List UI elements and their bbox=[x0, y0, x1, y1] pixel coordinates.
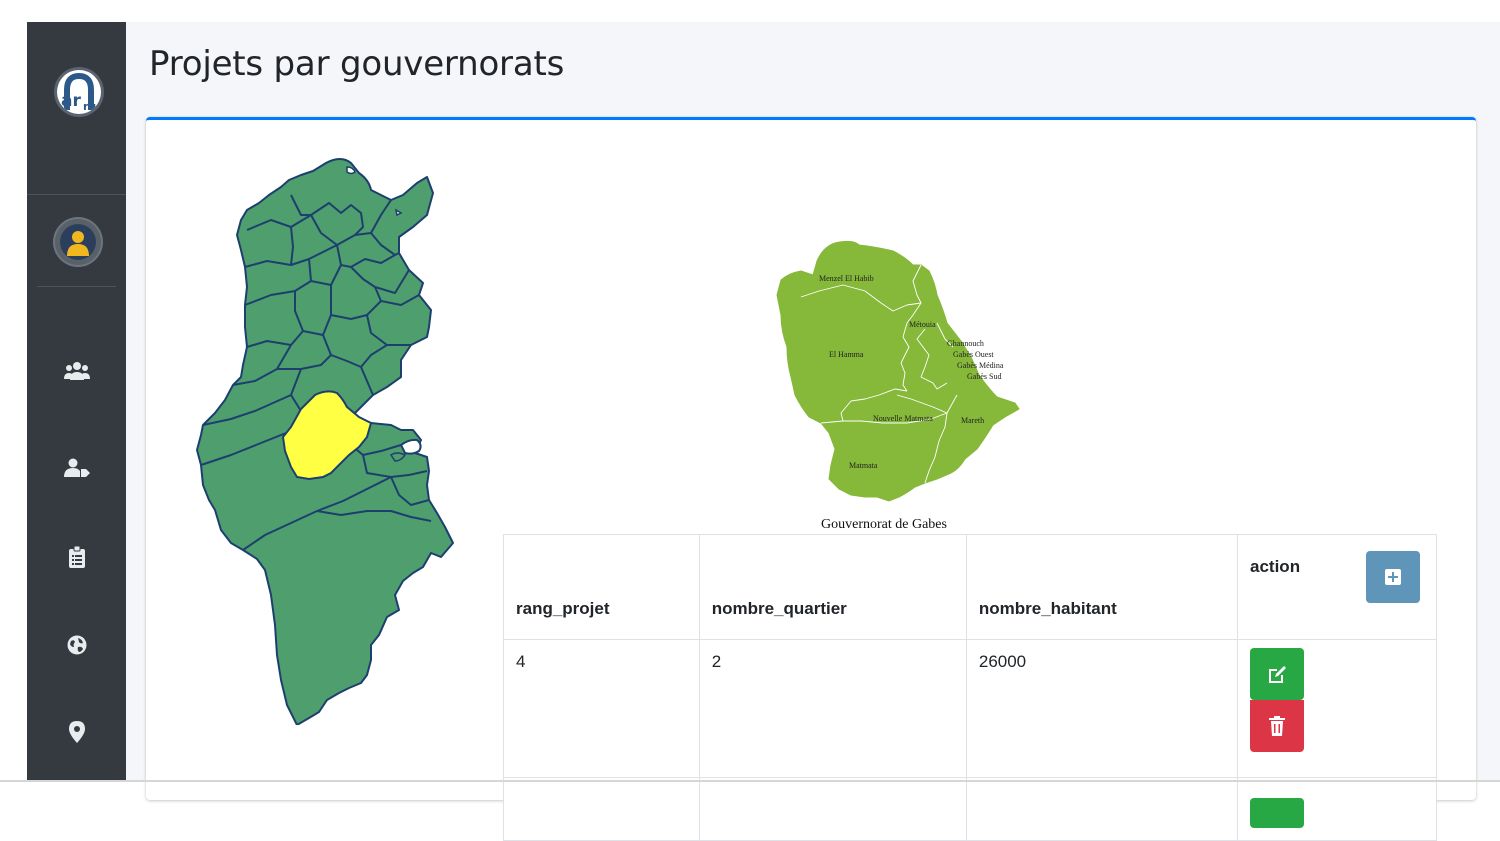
svg-text:ru: ru bbox=[83, 100, 96, 113]
sidebar-divider bbox=[37, 286, 116, 287]
action-header-label: action bbox=[1250, 557, 1301, 576]
table-row bbox=[503, 777, 1437, 841]
column-header-nombre-quartier: nombre_quartier bbox=[698, 534, 967, 640]
window-bottom-border bbox=[0, 780, 1500, 782]
gabes-map[interactable]: Menzel El Habib Métouia Ghannouch Gabès … bbox=[761, 235, 1021, 505]
delegation-label: El Hamma bbox=[829, 350, 864, 359]
delegation-label: Métouia bbox=[909, 320, 936, 329]
sidebar: ar ru bbox=[27, 22, 126, 780]
page-title: Projets par gouvernorats bbox=[149, 44, 565, 84]
cell-rang-projet: 4 bbox=[503, 639, 700, 778]
map-caption: Gouvernorat de Gabes bbox=[821, 517, 947, 532]
edit-icon bbox=[1269, 666, 1287, 683]
globe-icon[interactable] bbox=[64, 632, 90, 658]
delete-button[interactable] bbox=[1250, 700, 1305, 752]
clipboard-list-icon[interactable] bbox=[64, 544, 90, 570]
sidebar-divider bbox=[27, 194, 126, 195]
map-card: Menzel El Habib Métouia Ghannouch Gabès … bbox=[146, 117, 1476, 841]
users-icon[interactable] bbox=[64, 358, 90, 384]
main-content: Projets par gouvernorats bbox=[126, 22, 1500, 841]
top-strip bbox=[0, 0, 1500, 22]
delegation-label: Gabès Sud bbox=[967, 372, 1001, 381]
delegation-label: Gabès Ouest bbox=[953, 350, 994, 359]
column-header-nombre-habitant: nombre_habitant bbox=[965, 534, 1239, 640]
delegation-label: Ghannouch bbox=[947, 339, 984, 348]
trash-icon bbox=[1269, 716, 1286, 736]
table-row: 4 2 26000 bbox=[503, 639, 1437, 778]
column-header-action: action bbox=[1237, 534, 1437, 640]
plus-square-icon bbox=[1385, 569, 1401, 585]
delegation-label: Nouvelle Matmata bbox=[873, 414, 933, 423]
add-button[interactable] bbox=[1366, 551, 1420, 603]
delegation-label: Matmata bbox=[849, 461, 878, 470]
map-marker-icon[interactable] bbox=[64, 719, 90, 745]
brand-logo[interactable]: ar ru bbox=[54, 67, 104, 117]
user-tag-icon[interactable] bbox=[64, 455, 90, 481]
cell-nombre-quartier: 2 bbox=[698, 639, 967, 778]
table-header-row: rang_projet nombre_quartier nombre_habit… bbox=[503, 534, 1437, 640]
delegation-label: Mareth bbox=[961, 416, 984, 425]
delegation-label: Menzel El Habib bbox=[819, 274, 874, 283]
column-header-rang-projet: rang_projet bbox=[503, 534, 700, 640]
cell-nombre-habitant: 26000 bbox=[965, 639, 1239, 778]
tunisia-map[interactable] bbox=[191, 155, 471, 725]
cell-actions bbox=[1237, 639, 1437, 778]
user-avatar[interactable] bbox=[55, 219, 101, 265]
delegation-label: Gabès Médina bbox=[957, 361, 1004, 370]
svg-text:ar: ar bbox=[61, 91, 81, 111]
user-avatar-icon bbox=[67, 231, 89, 256]
edit-button[interactable] bbox=[1250, 648, 1305, 700]
arru-logo-icon: ar ru bbox=[61, 72, 96, 113]
projects-table: rang_projet nombre_quartier nombre_habit… bbox=[503, 534, 1437, 841]
